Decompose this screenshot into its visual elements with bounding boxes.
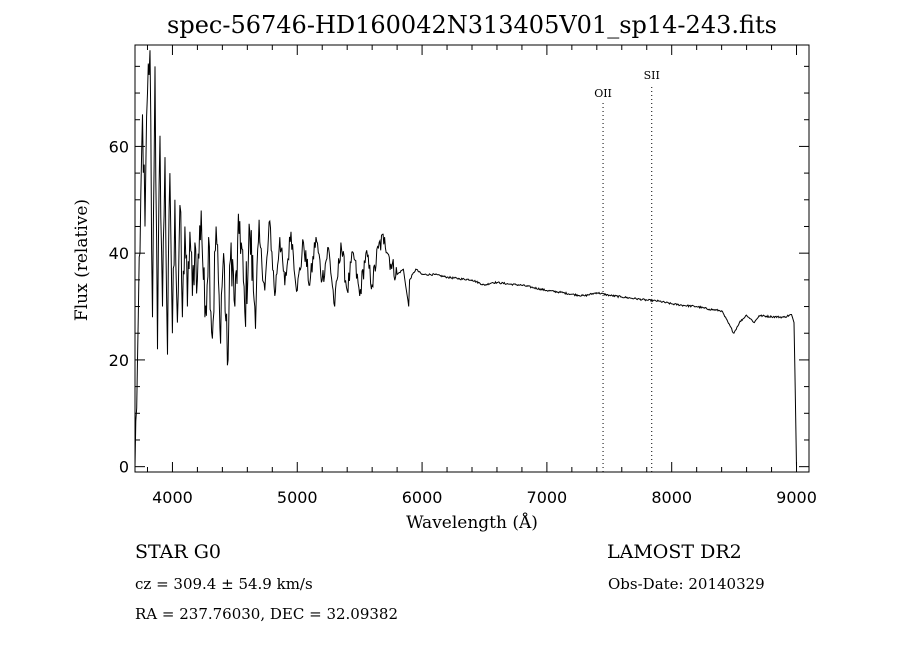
redshift-velocity: cz = 309.4 ± 54.9 km/s	[135, 575, 313, 593]
x-tick-label: 6000	[402, 488, 443, 507]
observation-date: Obs-Date: 20140329	[608, 575, 765, 593]
tick-labels: 4000 5000 6000 7000 8000 9000 0 20 40 60	[109, 137, 817, 507]
x-tick-label: 4000	[152, 488, 193, 507]
x-tick-label: 5000	[277, 488, 318, 507]
survey-name: LAMOST DR2	[607, 541, 742, 563]
chart-title: spec-56746-HD160042N313405V01_sp14-243.f…	[167, 11, 777, 39]
annotation-label: OII	[594, 87, 612, 100]
y-axis-label: Flux (relative)	[72, 199, 92, 321]
x-tick-label: 9000	[776, 488, 817, 507]
coordinates: RA = 237.76030, DEC = 32.09382	[135, 605, 399, 623]
y-tick-label: 20	[109, 351, 129, 370]
y-tick-label: 40	[109, 244, 129, 263]
x-tick-label: 7000	[527, 488, 568, 507]
y-tick-label: 0	[119, 458, 129, 477]
x-tick-label: 8000	[651, 488, 692, 507]
axis-ticks	[135, 45, 809, 472]
line-annotations: OII SII	[594, 69, 660, 472]
plot-frame	[134, 44, 810, 473]
x-axis-label: Wavelength (Å)	[406, 512, 538, 533]
series-layer	[134, 50, 797, 467]
object-type: STAR G0	[135, 541, 221, 563]
y-tick-label: 60	[109, 137, 129, 156]
spectrum-line	[134, 50, 797, 467]
annotation-label: SII	[644, 69, 660, 82]
plot-border	[134, 44, 810, 473]
